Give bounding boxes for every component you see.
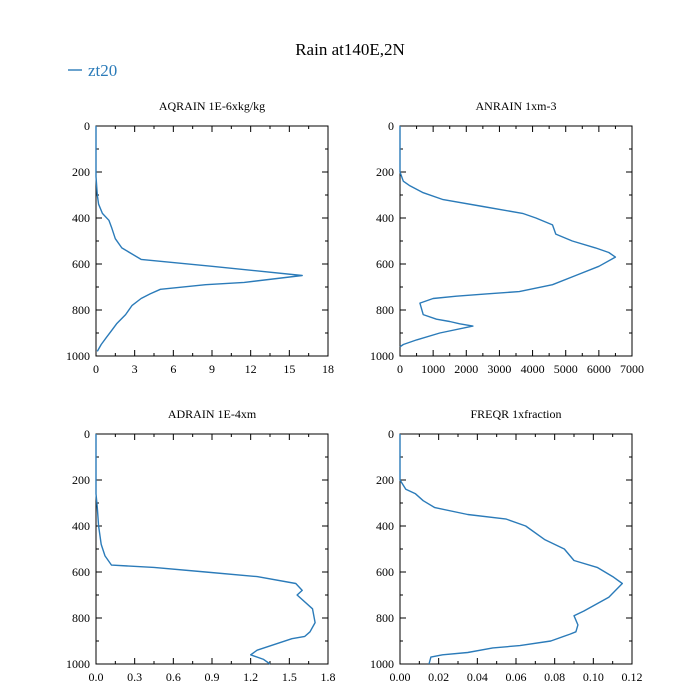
- x-tick-label-freqr: 0.02: [428, 670, 449, 684]
- panel-title-aqrain: AQRAIN 1E-6xkg/kg: [159, 99, 265, 113]
- legend: zt20: [68, 61, 117, 80]
- x-tick-label-anrain: 4000: [521, 362, 545, 376]
- y-tick-label-adrain: 0: [84, 427, 90, 441]
- x-tick-label-aqrain: 3: [132, 362, 138, 376]
- y-tick-label-anrain: 400: [376, 211, 394, 225]
- x-tick-label-aqrain: 6: [170, 362, 176, 376]
- series-line-adrain: [95, 434, 316, 665]
- panel-title-freqr: FREQR 1xfraction: [471, 407, 562, 421]
- panel-aqrain: AQRAIN 1E-6xkg/kg 0 3 6 9 12 15 18 0 200 400 600 800…: [66, 99, 334, 376]
- y-tick-label-anrain: 1000: [370, 349, 394, 363]
- x-tick-label-anrain: 3000: [487, 362, 511, 376]
- panel-title-adrain: ADRAIN 1E-4xm: [168, 407, 257, 421]
- x-tick-label-anrain: 1000: [421, 362, 445, 376]
- x-tick-label-adrain: 1.2: [243, 670, 258, 684]
- x-tick-label-adrain: 0.9: [205, 670, 220, 684]
- y-tick-label-anrain: 200: [376, 165, 394, 179]
- x-tick-label-adrain: 0.6: [166, 670, 181, 684]
- y-tick-label-adrain: 800: [72, 611, 90, 625]
- x-tick-label-aqrain: 15: [283, 362, 295, 376]
- series-line-anrain: [399, 126, 617, 348]
- y-tick-label-adrain: 600: [72, 565, 90, 579]
- x-tick-label-aqrain: 0: [93, 362, 99, 376]
- legend-label-zt20: zt20: [88, 61, 117, 80]
- x-tick-label-anrain: 6000: [587, 362, 611, 376]
- panel-title-anrain: ANRAIN 1xm-3: [476, 99, 557, 113]
- figure-title: Rain at140E,2N: [295, 40, 405, 59]
- y-tick-label-aqrain: 200: [72, 165, 90, 179]
- panel-anrain: ANRAIN 1xm-30 1000 2000 3000 4000 5000 6000 700…: [370, 99, 644, 376]
- y-tick-label-anrain: 0: [388, 119, 394, 133]
- x-tick-label-adrain: 0.0: [89, 670, 104, 684]
- chart-panels: AQRAIN 1E-6xkg/kg 0 3 6 9 12 15 18 0 200 400 600 800…: [66, 99, 644, 684]
- y-tick-label-freqr: 0: [388, 427, 394, 441]
- plot-frame-adrain: [95, 433, 329, 665]
- series-line-aqrain: [95, 126, 303, 352]
- y-tick-label-anrain: 600: [376, 257, 394, 271]
- plot-frame-freqr: [399, 433, 633, 665]
- x-tick-label-adrain: 0.3: [127, 670, 142, 684]
- y-tick-label-aqrain: 400: [72, 211, 90, 225]
- x-tick-label-freqr: 0.06: [506, 670, 527, 684]
- panel-freqr: FREQR 1xfraction 0.00 0.02 0.04 0.06 0.08 0.10…: [370, 407, 643, 684]
- y-tick-label-freqr: 800: [376, 611, 394, 625]
- x-tick-label-aqrain: 12: [245, 362, 257, 376]
- y-tick-label-anrain: 800: [376, 303, 394, 317]
- plot-frame-anrain: [399, 125, 633, 357]
- y-tick-label-adrain: 1000: [66, 657, 90, 671]
- x-tick-label-anrain: 2000: [454, 362, 478, 376]
- y-tick-label-freqr: 1000: [370, 657, 394, 671]
- y-tick-label-freqr: 200: [376, 473, 394, 487]
- x-tick-label-freqr: 0.08: [544, 670, 565, 684]
- y-tick-label-aqrain: 0: [84, 119, 90, 133]
- y-tick-label-adrain: 400: [72, 519, 90, 533]
- x-tick-label-adrain: 1.5: [282, 670, 297, 684]
- panel-adrain: ADRAIN 1E-4xm 0.0 0.3 0.6 0.9 1.2 1.5 1.8 0 200 40…: [66, 407, 336, 684]
- y-tick-label-aqrain: 800: [72, 303, 90, 317]
- x-tick-label-aqrain: 18: [322, 362, 334, 376]
- y-tick-label-aqrain: 1000: [66, 349, 90, 363]
- y-tick-label-freqr: 600: [376, 565, 394, 579]
- plot-frame-aqrain: [95, 125, 329, 357]
- y-tick-label-freqr: 400: [376, 519, 394, 533]
- x-tick-label-aqrain: 9: [209, 362, 215, 376]
- x-tick-label-freqr: 0.12: [622, 670, 643, 684]
- x-tick-label-freqr: 0.04: [467, 670, 488, 684]
- y-tick-label-aqrain: 600: [72, 257, 90, 271]
- x-tick-label-anrain: 7000: [620, 362, 644, 376]
- x-tick-label-anrain: 5000: [554, 362, 578, 376]
- y-tick-label-adrain: 200: [72, 473, 90, 487]
- x-tick-label-freqr: 0.00: [390, 670, 411, 684]
- x-tick-label-anrain: 0: [397, 362, 403, 376]
- x-tick-label-freqr: 0.10: [583, 670, 604, 684]
- x-tick-label-adrain: 1.8: [321, 670, 336, 684]
- series-line-freqr: [399, 434, 623, 665]
